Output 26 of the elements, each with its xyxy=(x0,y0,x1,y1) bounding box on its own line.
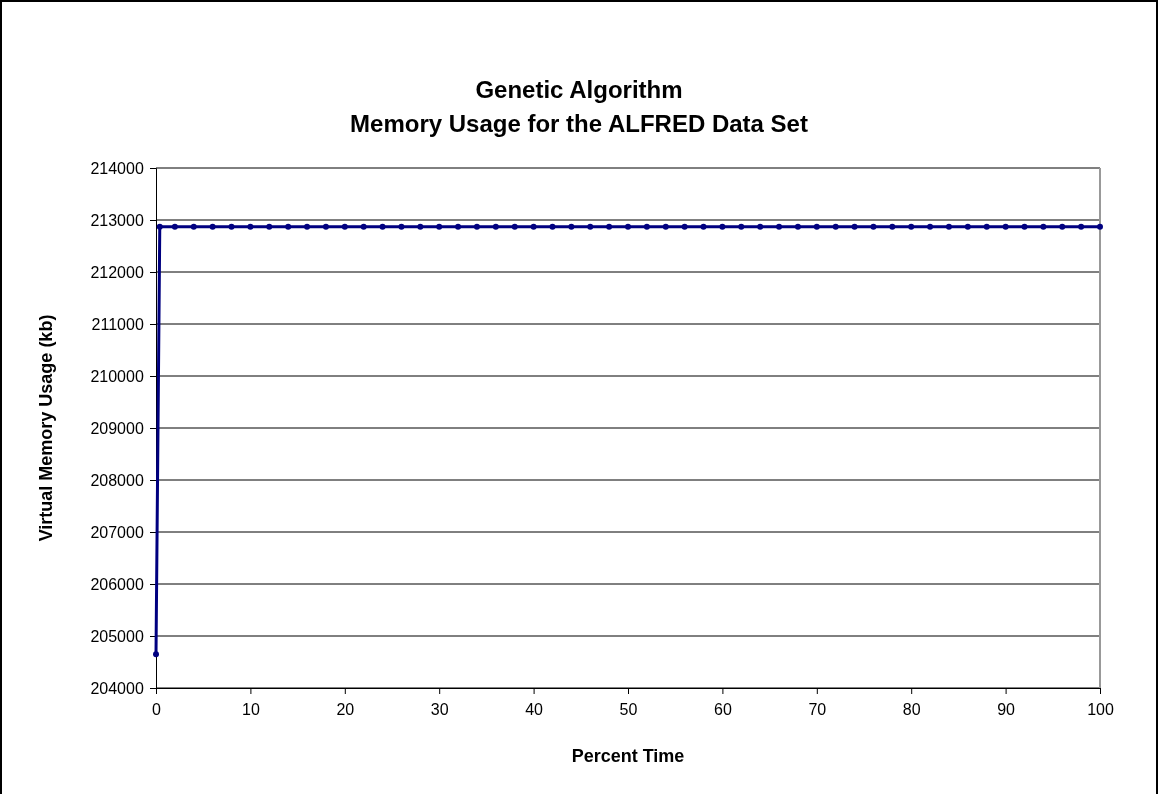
y-tick-label: 211000 xyxy=(91,315,144,333)
x-tick-label: 50 xyxy=(619,700,638,718)
y-tick-label: 210000 xyxy=(90,367,144,385)
y-tick-label: 212000 xyxy=(90,263,144,281)
x-tick-label: 80 xyxy=(902,700,921,718)
y-tick-label: 209000 xyxy=(90,419,144,437)
y-axis-title: Virtual Memory Usage (kb) xyxy=(36,314,56,542)
x-tick-label: 10 xyxy=(242,700,260,718)
x-tick-label: 90 xyxy=(997,700,1016,718)
x-tick-label: 0 xyxy=(152,700,162,718)
y-tick-label: 214000 xyxy=(90,159,144,177)
y-tick-label: 205000 xyxy=(90,627,144,645)
y-tick-label: 208000 xyxy=(90,471,144,489)
x-tick-label: 20 xyxy=(336,700,355,718)
x-tick-label: 70 xyxy=(808,700,827,718)
y-tick-label: 213000 xyxy=(90,211,144,229)
x-tick-label: 40 xyxy=(525,700,544,718)
chart-subtitle: Memory Usage for the ALFRED Data Set xyxy=(350,110,808,137)
y-tick-label: 207000 xyxy=(90,523,144,541)
x-tick-label: 60 xyxy=(714,700,732,718)
chart-title: Genetic Algorithm xyxy=(475,76,683,103)
y-tick-label: 204000 xyxy=(90,679,144,697)
x-tick-label: 100 xyxy=(1087,700,1114,718)
x-tick-label: 30 xyxy=(430,700,449,718)
x-axis-title: Percent Time xyxy=(571,746,685,766)
y-tick-label: 206000 xyxy=(90,575,144,593)
